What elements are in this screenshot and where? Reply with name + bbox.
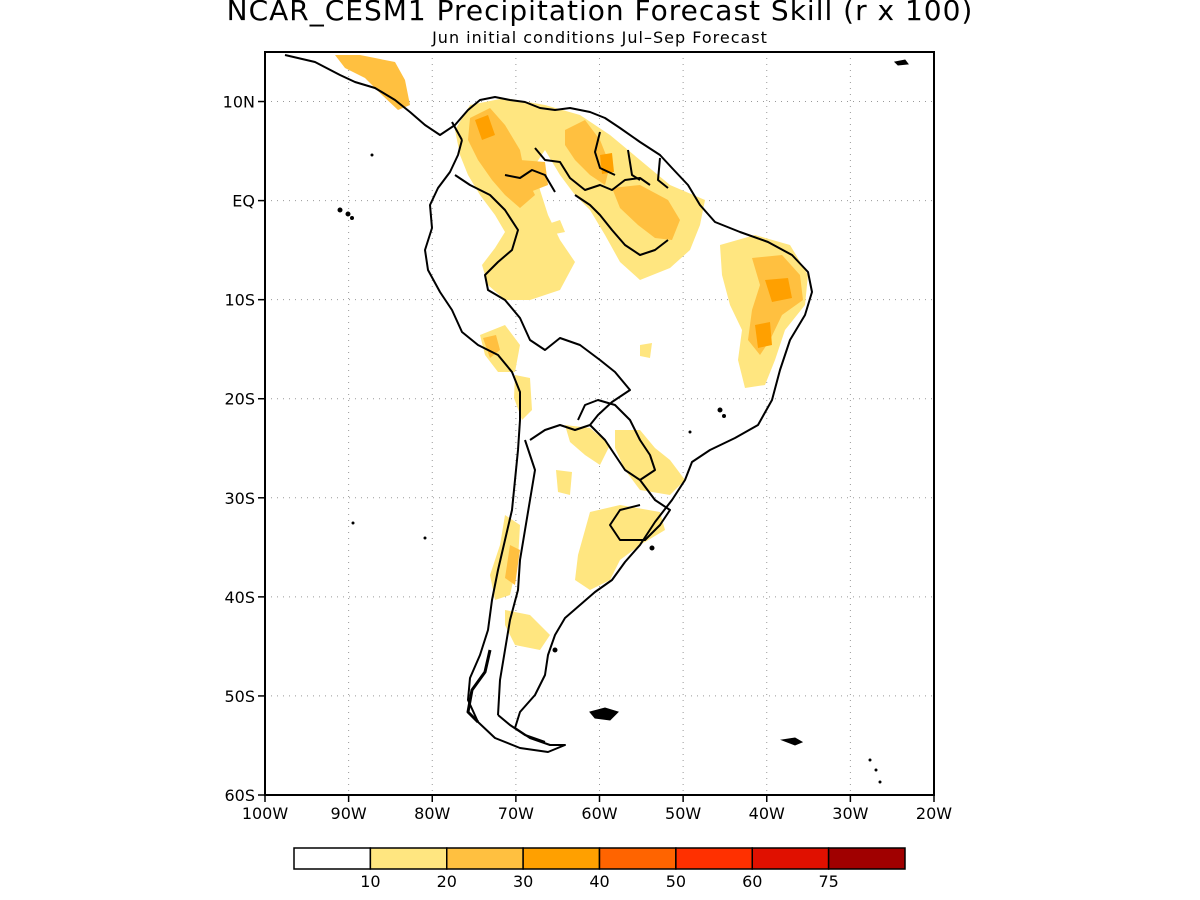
lon-tick-label: 60W (581, 804, 617, 823)
lon-tick-label: 30W (832, 804, 868, 823)
colorbar-label: 10 (360, 872, 380, 891)
colorbar-swatch (751, 847, 830, 870)
islands (337, 59, 909, 784)
chart-subtitle: Jun initial conditions Jul–Sep Forecast (432, 28, 768, 47)
coastlines (284, 54, 813, 753)
lon-tick-label: 70W (498, 804, 534, 823)
colorbar-swatch (369, 847, 448, 870)
lat-tick-label: EQ (232, 192, 255, 211)
colorbar-label: 75 (818, 872, 838, 891)
colorbar-label: 50 (666, 872, 686, 891)
colorbar-label: 20 (437, 872, 457, 891)
lon-tick-label: 50W (665, 804, 701, 823)
lat-tick-label: 20S (224, 390, 255, 409)
colorbar-label: 40 (589, 872, 609, 891)
colorbar-label: 60 (742, 872, 762, 891)
lat-tick-label: 40S (224, 588, 255, 607)
chart-title: NCAR_CESM1 Precipitation Forecast Skill … (226, 0, 974, 27)
colorbar-swatch (293, 847, 372, 870)
colorbar-swatch (598, 847, 677, 870)
skill-shading-30-40 (475, 115, 792, 348)
skill-shading-20-30 (335, 55, 803, 585)
lon-tick-label: 80W (414, 804, 450, 823)
colorbar-swatch (675, 847, 753, 870)
lat-tick-label: 10S (224, 291, 255, 310)
colorbar-label: 30 (513, 872, 533, 891)
lon-tick-label: 90W (331, 804, 367, 823)
lat-tick-label: 60S (224, 786, 255, 805)
lon-tick-label: 20W (916, 804, 952, 823)
lat-tick-label: 50S (224, 687, 255, 706)
colorbar: 10 20 30 40 50 60 75 (293, 847, 906, 891)
colorbar-swatch (446, 847, 524, 870)
lat-tick-label: 30S (224, 489, 255, 508)
colorbar-swatch (522, 847, 601, 870)
lat-tick-label: 10N (223, 93, 255, 112)
lon-tick-label: 100W (242, 804, 289, 823)
colorbar-swatch (827, 847, 906, 870)
lon-tick-label: 40W (749, 804, 785, 823)
